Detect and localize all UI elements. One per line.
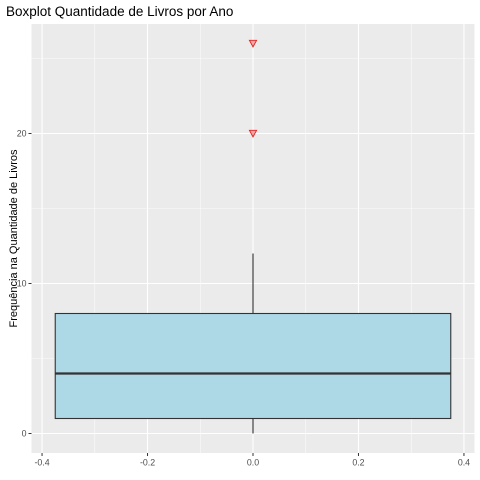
x-tick-label: 0.2 (352, 458, 364, 468)
y-tick-label: 10 (17, 279, 27, 289)
y-axis-title: Frequência na Quantidade de Livros (8, 149, 20, 327)
outlier-point (248, 39, 258, 48)
x-tick-label: 0.4 (458, 458, 470, 468)
chart-title: Boxplot Quantidade de Livros por Ano (6, 4, 233, 19)
x-tick-label: -0.2 (140, 458, 155, 468)
y-axis: 0 10 20 (17, 129, 32, 439)
x-tick-label: -0.4 (34, 458, 49, 468)
plot-layer (54, 39, 452, 434)
box-iqr (54, 312, 452, 420)
outlier-point (248, 129, 258, 138)
y-tick-label: 0 (22, 429, 27, 439)
y-tick-label: 20 (17, 129, 27, 139)
x-axis: -0.4 -0.2 0.0 0.2 0.4 (34, 453, 470, 468)
x-tick-label: 0.0 (247, 458, 259, 468)
